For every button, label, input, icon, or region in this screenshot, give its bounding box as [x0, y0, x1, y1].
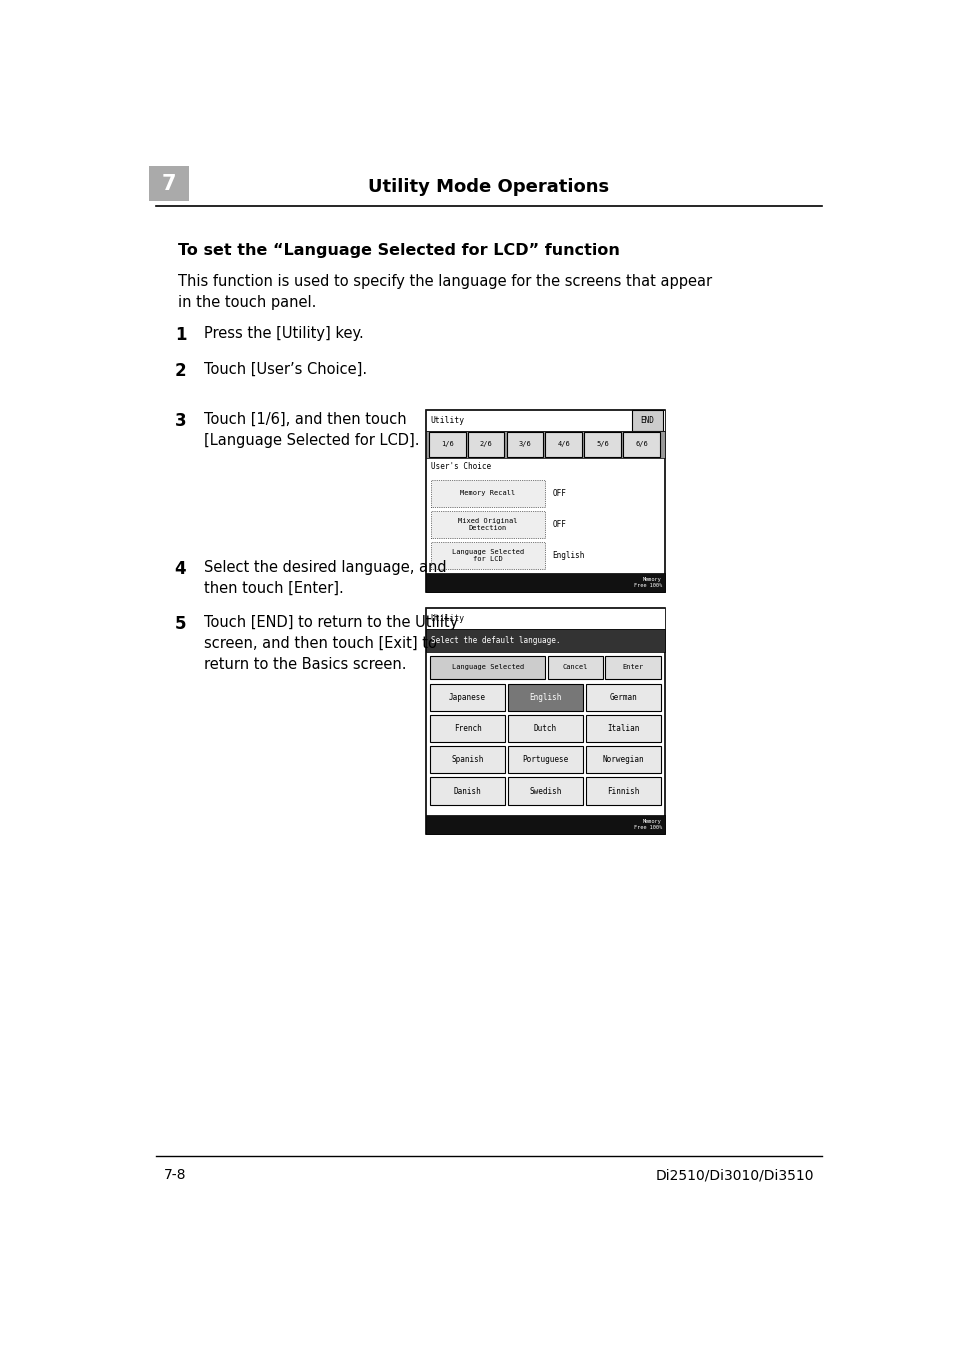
Text: OFF: OFF	[552, 489, 566, 498]
Text: Touch [1/6], and then touch
[Language Selected for LCD].: Touch [1/6], and then touch [Language Se…	[204, 412, 419, 448]
Text: Di2510/Di3010/Di3510: Di2510/Di3010/Di3510	[655, 1168, 813, 1182]
Bar	[430, 542, 544, 569]
Text: Memory
Free 100%: Memory Free 100%	[633, 819, 661, 830]
Bar	[547, 656, 602, 679]
Bar	[507, 684, 582, 711]
Text: Touch [END] to return to the Utility
screen, and then touch [Exit] to
return to : Touch [END] to return to the Utility scr…	[204, 615, 458, 672]
Bar	[605, 656, 660, 679]
Text: 5: 5	[174, 615, 186, 633]
Text: 3/6: 3/6	[518, 441, 531, 448]
Text: Language Selected
for LCD: Language Selected for LCD	[451, 549, 523, 562]
Bar	[585, 715, 660, 742]
Text: Japanese: Japanese	[449, 692, 486, 702]
Text: Norwegian: Norwegian	[602, 756, 643, 764]
Bar	[429, 715, 505, 742]
Bar	[429, 684, 505, 711]
Text: 4: 4	[174, 560, 186, 577]
Text: Select the desired language, and
then touch [Enter].: Select the desired language, and then to…	[204, 560, 446, 596]
Text: Memory
Free 100%: Memory Free 100%	[633, 577, 661, 588]
Text: 7: 7	[161, 173, 176, 193]
Text: English: English	[552, 552, 584, 560]
Bar	[426, 629, 664, 652]
Bar	[426, 815, 664, 834]
Text: Portuguese: Portuguese	[522, 756, 568, 764]
Bar	[585, 684, 660, 711]
Text: Touch [User’s Choice].: Touch [User’s Choice].	[204, 362, 367, 377]
Text: This function is used to specify the language for the screens that appear
in the: This function is used to specify the lan…	[178, 273, 712, 310]
Text: Italian: Italian	[606, 725, 639, 733]
Bar	[429, 746, 505, 773]
Text: Utility: Utility	[430, 416, 464, 425]
Text: Memory Recall: Memory Recall	[459, 491, 515, 496]
Text: 2/6: 2/6	[479, 441, 492, 448]
Bar	[507, 746, 582, 773]
Text: Language Selected: Language Selected	[451, 664, 523, 671]
Text: To set the “Language Selected for LCD” function: To set the “Language Selected for LCD” f…	[178, 243, 619, 258]
Bar	[429, 431, 465, 457]
Text: Select the default language.: Select the default language.	[430, 635, 559, 645]
Text: OFF: OFF	[552, 521, 566, 529]
Text: Utility Mode Operations: Utility Mode Operations	[368, 177, 609, 196]
Bar	[429, 777, 505, 804]
Text: Cancel: Cancel	[562, 664, 588, 671]
Text: 6/6: 6/6	[635, 441, 647, 448]
Text: Utility: Utility	[430, 614, 464, 623]
Bar	[507, 715, 582, 742]
Text: Danish: Danish	[454, 787, 481, 795]
Bar	[149, 166, 190, 200]
Text: English: English	[529, 692, 561, 702]
Bar	[583, 431, 620, 457]
Bar	[467, 431, 504, 457]
Bar	[426, 608, 664, 834]
Bar	[430, 480, 544, 507]
Text: 7-8: 7-8	[164, 1168, 186, 1182]
Bar	[622, 431, 659, 457]
Text: 1/6: 1/6	[440, 441, 454, 448]
Bar	[430, 511, 544, 538]
Bar	[545, 431, 581, 457]
Text: French: French	[454, 725, 481, 733]
Text: 3: 3	[174, 412, 186, 430]
Text: Mixed Original
Detection: Mixed Original Detection	[457, 518, 517, 531]
Text: Dutch: Dutch	[534, 725, 557, 733]
Text: Finnish: Finnish	[606, 787, 639, 795]
Bar	[426, 410, 664, 592]
Text: Press the [Utility] key.: Press the [Utility] key.	[204, 326, 364, 341]
Text: 1: 1	[174, 326, 186, 343]
Bar	[426, 573, 664, 592]
Bar	[506, 431, 542, 457]
Text: 4/6: 4/6	[557, 441, 570, 448]
Text: 5/6: 5/6	[596, 441, 608, 448]
Bar	[585, 746, 660, 773]
Bar	[631, 410, 662, 431]
Bar	[507, 777, 582, 804]
Text: Swedish: Swedish	[529, 787, 561, 795]
Bar	[429, 656, 545, 679]
Bar	[426, 608, 664, 629]
Bar	[426, 431, 664, 458]
Text: User's Choice: User's Choice	[430, 462, 490, 470]
Text: Enter: Enter	[622, 664, 643, 671]
Bar	[585, 777, 660, 804]
Text: END: END	[639, 416, 654, 425]
Text: German: German	[609, 692, 637, 702]
Text: Spanish: Spanish	[451, 756, 483, 764]
Bar	[426, 410, 664, 431]
Text: 2: 2	[174, 362, 186, 380]
